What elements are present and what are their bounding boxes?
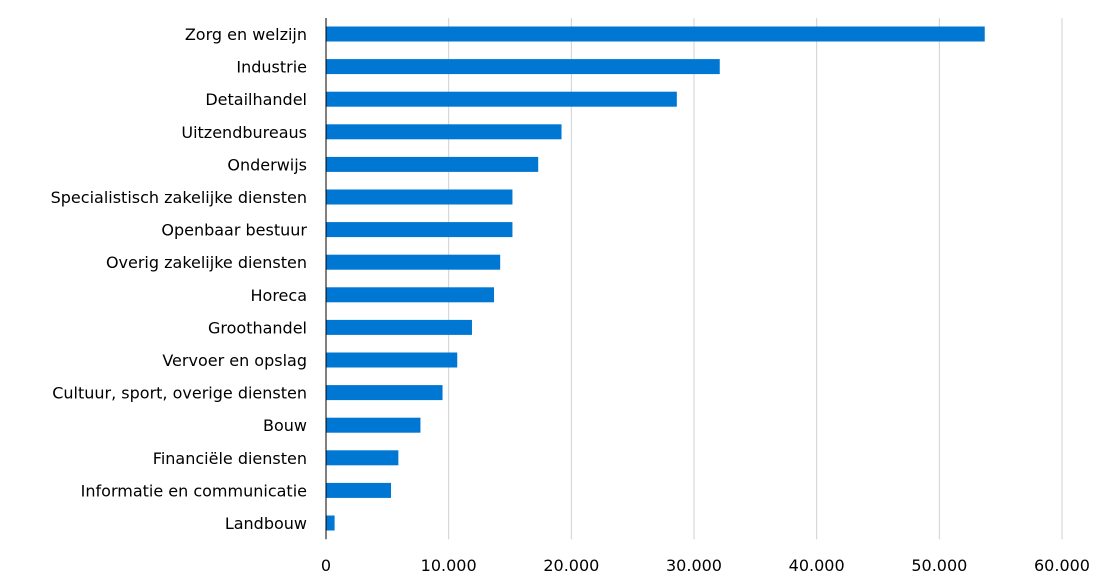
category-label: Landbouw [225,514,307,533]
bar [326,254,501,270]
category-label: Groothandel [208,318,307,337]
category-label: Specialistisch zakelijke diensten [51,188,307,207]
category-label: Horeca [251,286,308,305]
category-label: Industrie [236,58,307,77]
bar [326,450,399,466]
bar [326,26,985,42]
category-label: Uitzendbureaus [181,123,307,142]
bar [326,222,513,238]
bar [326,482,392,498]
category-label: Financiële diensten [153,449,307,468]
bar [326,385,443,401]
bar [326,156,539,172]
category-label: Openbaar bestuur [161,221,307,240]
x-tick-label: 50.000 [911,556,967,573]
bar [326,287,495,303]
x-tick-label: 20.000 [543,556,599,573]
bar [326,91,677,107]
bars [326,26,985,531]
x-tick-label: 30.000 [666,556,722,573]
category-label: Onderwijs [227,155,307,174]
category-label: Zorg en welzijn [185,25,307,44]
x-tick-label: 10.000 [421,556,477,573]
category-label: Bouw [263,416,307,435]
x-tick-label: 40.000 [789,556,845,573]
category-label: Cultuur, sport, overige diensten [52,384,307,403]
bar [326,59,720,75]
x-tick-labels: 0 10.000 20.000 30.000 40.000 50.000 60.000 [321,556,1090,573]
bar [326,124,562,140]
category-label: Detailhandel [205,90,307,109]
bar [326,417,421,433]
category-labels: Zorg en welzijn Industrie Detailhandel Uitz… [51,25,308,533]
category-label: Vervoer en opslag [162,351,307,370]
bar [326,319,472,335]
category-label: Informatie en communicatie [81,481,307,500]
bar [326,515,335,531]
category-label: Overig zakelijke diensten [106,253,307,272]
bar [326,189,513,205]
bar [326,352,458,368]
x-tick-label: 0 [321,556,331,573]
x-tick-label: 60.000 [1034,556,1090,573]
